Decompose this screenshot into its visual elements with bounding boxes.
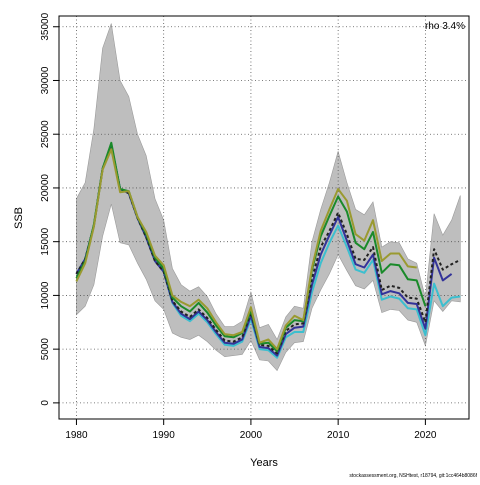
y-tick-label: 15000: [40, 227, 51, 255]
y-tick-label: 5000: [40, 338, 51, 361]
confidence-band: [76, 23, 461, 372]
y-tick-label: 0: [40, 400, 51, 406]
x-tick-label: 2000: [240, 430, 263, 441]
y-tick-label: 10000: [40, 281, 51, 309]
rho-annotation: rho 3.4%: [425, 21, 465, 32]
x-tick-label: 2010: [327, 430, 350, 441]
plot-frame: [58, 15, 470, 420]
x-tick-label: 1990: [153, 430, 176, 441]
y-tick-label: 25000: [40, 120, 51, 148]
series-line-5: [75, 148, 417, 351]
y-tick-label: 35000: [40, 12, 51, 40]
x-axis-title: Years: [250, 457, 278, 469]
x-tick-label: 1980: [65, 430, 88, 441]
x-tick-label: 2020: [414, 430, 437, 441]
y-axis-title: SSB: [13, 207, 25, 229]
y-tick-label: 20000: [40, 174, 51, 202]
footer-text: stockassessment.org, NSHtest, r18794, gi…: [349, 473, 477, 479]
y-tick-label: 30000: [40, 66, 51, 94]
